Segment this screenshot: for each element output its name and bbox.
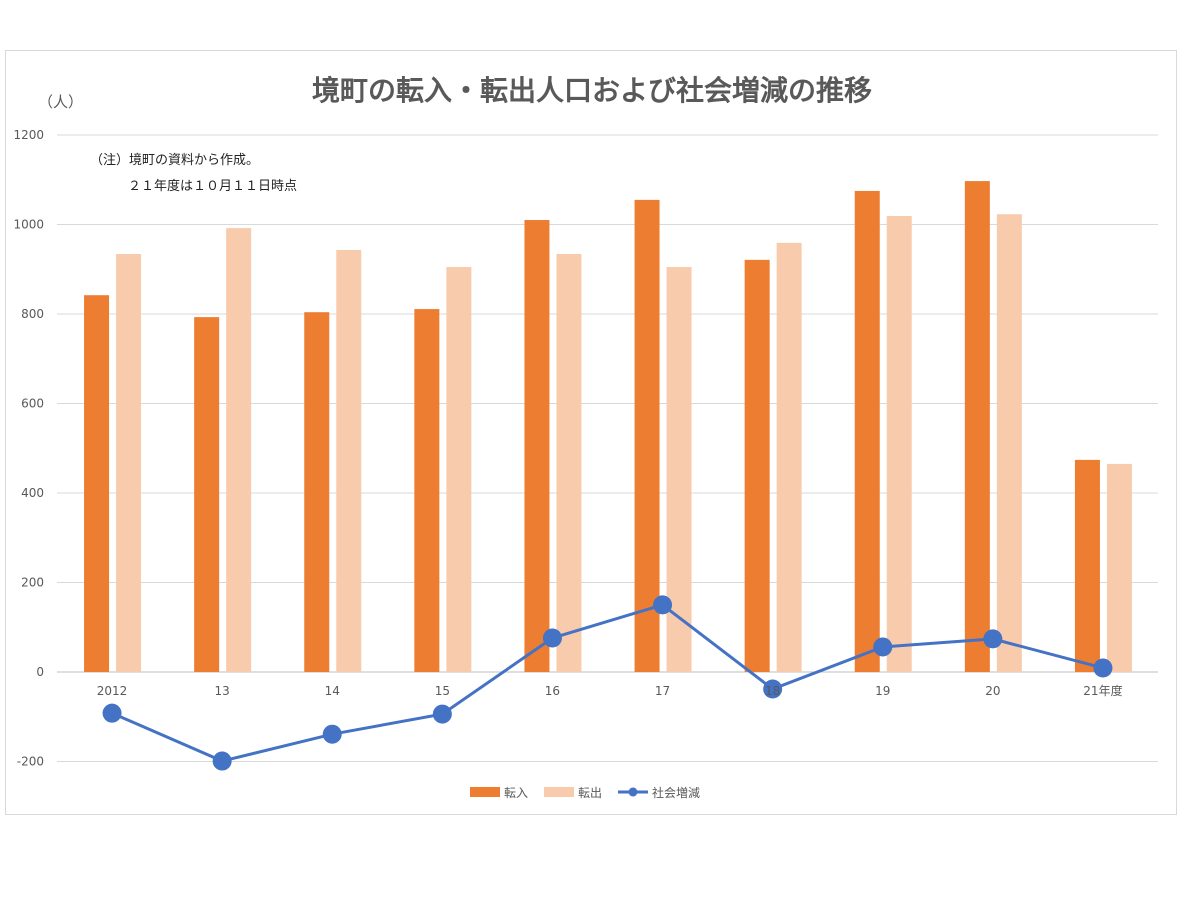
bar-tenshutsu <box>446 267 472 672</box>
legend-swatch <box>544 787 574 797</box>
annotation-source: （注）境町の資料から作成。 <box>90 153 259 168</box>
bar-tennyu <box>304 312 330 672</box>
y-tick-label: 400 <box>21 486 44 500</box>
y-tick-label: 200 <box>21 576 44 590</box>
x-tick-label: 16 <box>545 684 560 698</box>
x-tick-label: 17 <box>655 684 670 698</box>
legend-label: 転入 <box>504 786 528 800</box>
bar-tennyu <box>84 295 110 672</box>
line-point <box>653 595 673 615</box>
line-point <box>102 703 122 723</box>
bar-tennyu <box>744 259 770 672</box>
bar-tennyu <box>524 220 550 672</box>
bar-tenshutsu <box>1106 463 1132 672</box>
y-tick-label: 1000 <box>13 218 44 232</box>
x-tick-label: 14 <box>325 684 340 698</box>
x-tick-label: 2012 <box>97 684 128 698</box>
bar-tenshutsu <box>556 254 582 672</box>
bar-tennyu <box>414 309 440 672</box>
y-axis-label: （人） <box>38 93 83 111</box>
y-tick-label: -200 <box>17 755 44 769</box>
bar-tennyu <box>194 317 220 672</box>
legend-swatch <box>470 787 500 797</box>
bar-tenshutsu <box>116 254 142 672</box>
y-tick-label: 800 <box>21 307 44 321</box>
legend-label: 社会増減 <box>652 785 700 800</box>
bar-tenshutsu <box>226 228 252 672</box>
y-tick-label: 1200 <box>13 128 44 142</box>
bar-tennyu <box>854 190 880 672</box>
x-tick-label: 15 <box>435 684 450 698</box>
legend-marker <box>628 787 638 797</box>
chart-frame <box>5 50 1177 815</box>
x-tick-label: 13 <box>215 684 230 698</box>
line-point <box>1093 658 1113 678</box>
line-shakai-zougen <box>111 603 1104 763</box>
y-tick-label: 600 <box>21 397 44 411</box>
chart-title: 境町の転入・転出人口および社会増減の推移 <box>312 74 872 107</box>
x-tick-label: 21年度 <box>1083 683 1122 698</box>
line-point <box>873 637 893 657</box>
line-point <box>983 629 1003 649</box>
line-point <box>322 724 342 744</box>
annotation-date: ２１年度は１０月１１日時点 <box>128 178 297 194</box>
bar-tennyu <box>634 199 660 672</box>
x-tick-label: 19 <box>875 684 890 698</box>
line-point <box>212 751 232 771</box>
bar-tenshutsu <box>996 214 1022 672</box>
x-tick-label: 18 <box>765 684 780 698</box>
legend-label: 転出 <box>578 786 602 800</box>
bar-tenshutsu <box>336 250 362 672</box>
bar-tennyu <box>964 181 990 672</box>
bar-tennyu <box>1074 459 1100 672</box>
line-point <box>542 628 562 648</box>
bar-tenshutsu <box>886 215 912 672</box>
bar-tenshutsu <box>776 242 802 672</box>
x-tick-label: 20 <box>985 684 1000 698</box>
line-point <box>763 679 783 699</box>
y-tick-label: 0 <box>36 665 44 679</box>
line-point <box>432 704 452 724</box>
